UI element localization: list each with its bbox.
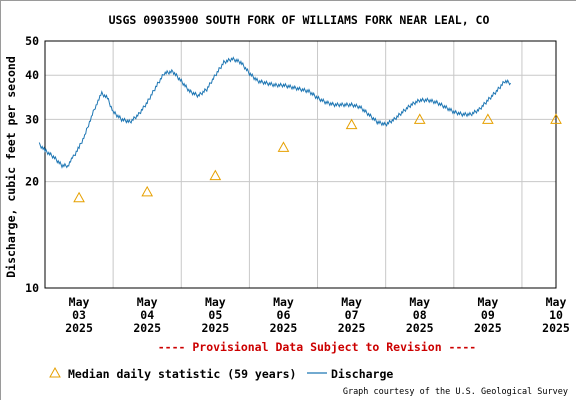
x-tick-label: 10 [549, 308, 563, 322]
median-marker [209, 169, 222, 181]
median-marker [413, 113, 426, 124]
x-tick-label: 04 [140, 308, 154, 322]
x-tick-labels: May032025May042025May052025May062025May0… [65, 295, 570, 335]
x-tick-label: 2025 [270, 321, 298, 335]
median-series [73, 113, 562, 203]
y-tick-label: 10 [25, 281, 39, 295]
x-tick-label: 2025 [474, 321, 502, 335]
discharge-line [38, 56, 512, 169]
x-gridlines [44, 41, 523, 288]
y-tick-label: 40 [25, 68, 39, 82]
median-marker [550, 113, 562, 124]
x-tick-label: 08 [413, 308, 427, 322]
x-tick-label: May [69, 295, 90, 309]
x-tick-label: 07 [345, 308, 359, 322]
legend-median-label: Median daily statistic (59 years) [68, 367, 296, 381]
y-tick-label: 20 [25, 175, 39, 189]
x-tick-label: 05 [208, 308, 222, 322]
median-marker [73, 191, 85, 203]
x-tick-label: 2025 [201, 321, 229, 335]
chart-title: USGS 09035900 SOUTH FORK OF WILLIAMS FOR… [109, 13, 490, 27]
x-tick-label: May [546, 295, 567, 309]
x-tick-label: May [273, 295, 294, 309]
x-tick-label: 09 [481, 308, 495, 322]
y-tick-label: 50 [25, 34, 39, 48]
legend-discharge-label: Discharge [331, 367, 393, 381]
median-marker [482, 113, 494, 124]
discharge-series [38, 56, 512, 169]
median-marker [345, 118, 358, 130]
x-tick-label: May [477, 295, 498, 309]
median-marker [141, 185, 154, 197]
x-tick-label: May [409, 295, 430, 309]
provisional-note: ---- Provisional Data Subject to Revisio… [158, 340, 477, 354]
y-gridlines [45, 74, 556, 183]
y-tick-label: 30 [25, 112, 39, 126]
x-tick-label: 2025 [406, 321, 434, 335]
x-tick-label: 03 [72, 308, 86, 322]
plot-area [44, 40, 557, 289]
x-tick-label: 2025 [542, 321, 570, 335]
y-tick-labels: 10 20 30 40 50 [25, 34, 39, 295]
credit-text: Graph courtesy of the U.S. Geological Su… [343, 387, 568, 397]
legend-median-marker [49, 366, 61, 378]
x-tick-label: May [137, 295, 158, 309]
y-axis-label: Discharge, cubic feet per second [4, 56, 18, 278]
x-tick-label: May [341, 295, 362, 309]
x-tick-label: May [205, 295, 226, 309]
x-tick-label: 06 [277, 308, 291, 322]
legend: Median daily statistic (59 years) Discha… [49, 366, 393, 381]
median-marker [277, 141, 290, 152]
x-tick-label: 2025 [65, 321, 93, 335]
x-tick-label: 2025 [338, 321, 366, 335]
x-tick-label: 2025 [133, 321, 161, 335]
